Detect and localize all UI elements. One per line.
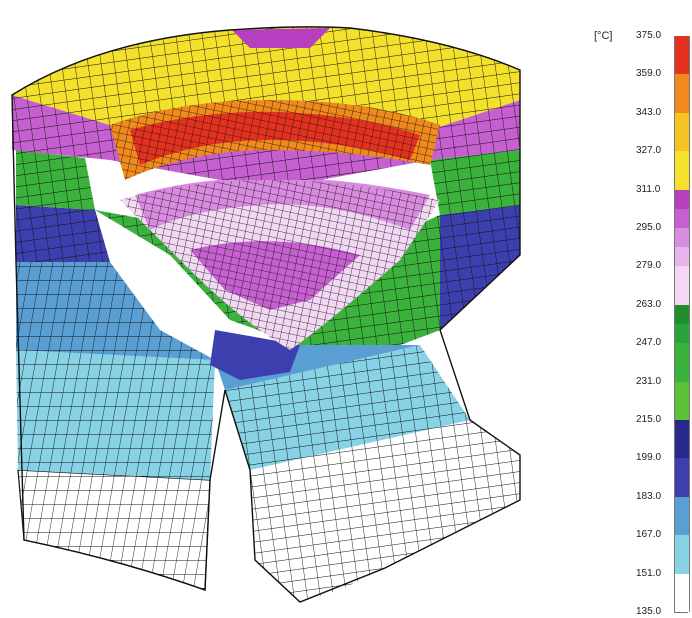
legend-color-band xyxy=(674,458,690,497)
legend-color-band xyxy=(674,381,690,420)
legend-color-band xyxy=(674,228,690,248)
legend-color-band xyxy=(674,36,690,75)
legend-color-band xyxy=(674,208,690,228)
legend-tick-label: 215.0 xyxy=(636,414,662,425)
legend-tick-label: 135.0 xyxy=(636,606,662,617)
piston-temperature-mesh xyxy=(11,26,521,603)
legend-color-band xyxy=(674,189,690,209)
legend-color-band xyxy=(674,304,690,324)
legend-color-band xyxy=(674,74,690,113)
legend-color-band xyxy=(674,343,690,382)
legend-tick-label: 231.0 xyxy=(636,375,662,387)
legend-color-band xyxy=(674,151,690,190)
legend-tick-label: 199.0 xyxy=(636,452,662,464)
crown-notch xyxy=(232,28,330,48)
legend-color-band xyxy=(674,535,690,574)
legend-color-band xyxy=(674,420,690,459)
legend-color-band xyxy=(674,496,690,536)
legend-tick-label: 327.0 xyxy=(636,145,662,157)
piston-outline xyxy=(11,26,521,603)
legend-color-band xyxy=(674,112,690,152)
legend-tick-label: 359.0 xyxy=(636,68,662,80)
legend-tick-label: 151.0 xyxy=(636,567,662,579)
bowl-lower-blue xyxy=(210,330,300,380)
legend-color-band xyxy=(674,573,690,612)
legend-tick-label: 183.0 xyxy=(636,490,662,502)
legend-unit-label: [°C] xyxy=(594,30,613,42)
legend-tick-label: 295.0 xyxy=(636,222,662,233)
skirt-right-upper xyxy=(215,345,420,390)
legend-color-band xyxy=(674,324,690,344)
legend-tick-label: 263.0 xyxy=(636,298,662,310)
legend-tick-label: 167.0 xyxy=(636,529,662,541)
legend-tick-label: 311.0 xyxy=(636,183,661,195)
legend-bar-bottom-edge xyxy=(674,612,688,613)
legend-color-band xyxy=(674,247,690,267)
legend-tick-label: 375.0 xyxy=(636,30,662,41)
legend-tick-label: 279.0 xyxy=(636,260,662,272)
legend-color-band xyxy=(674,266,690,305)
legend-tick-label: 343.0 xyxy=(636,106,662,118)
legend-tick-label: 247.0 xyxy=(636,337,662,349)
